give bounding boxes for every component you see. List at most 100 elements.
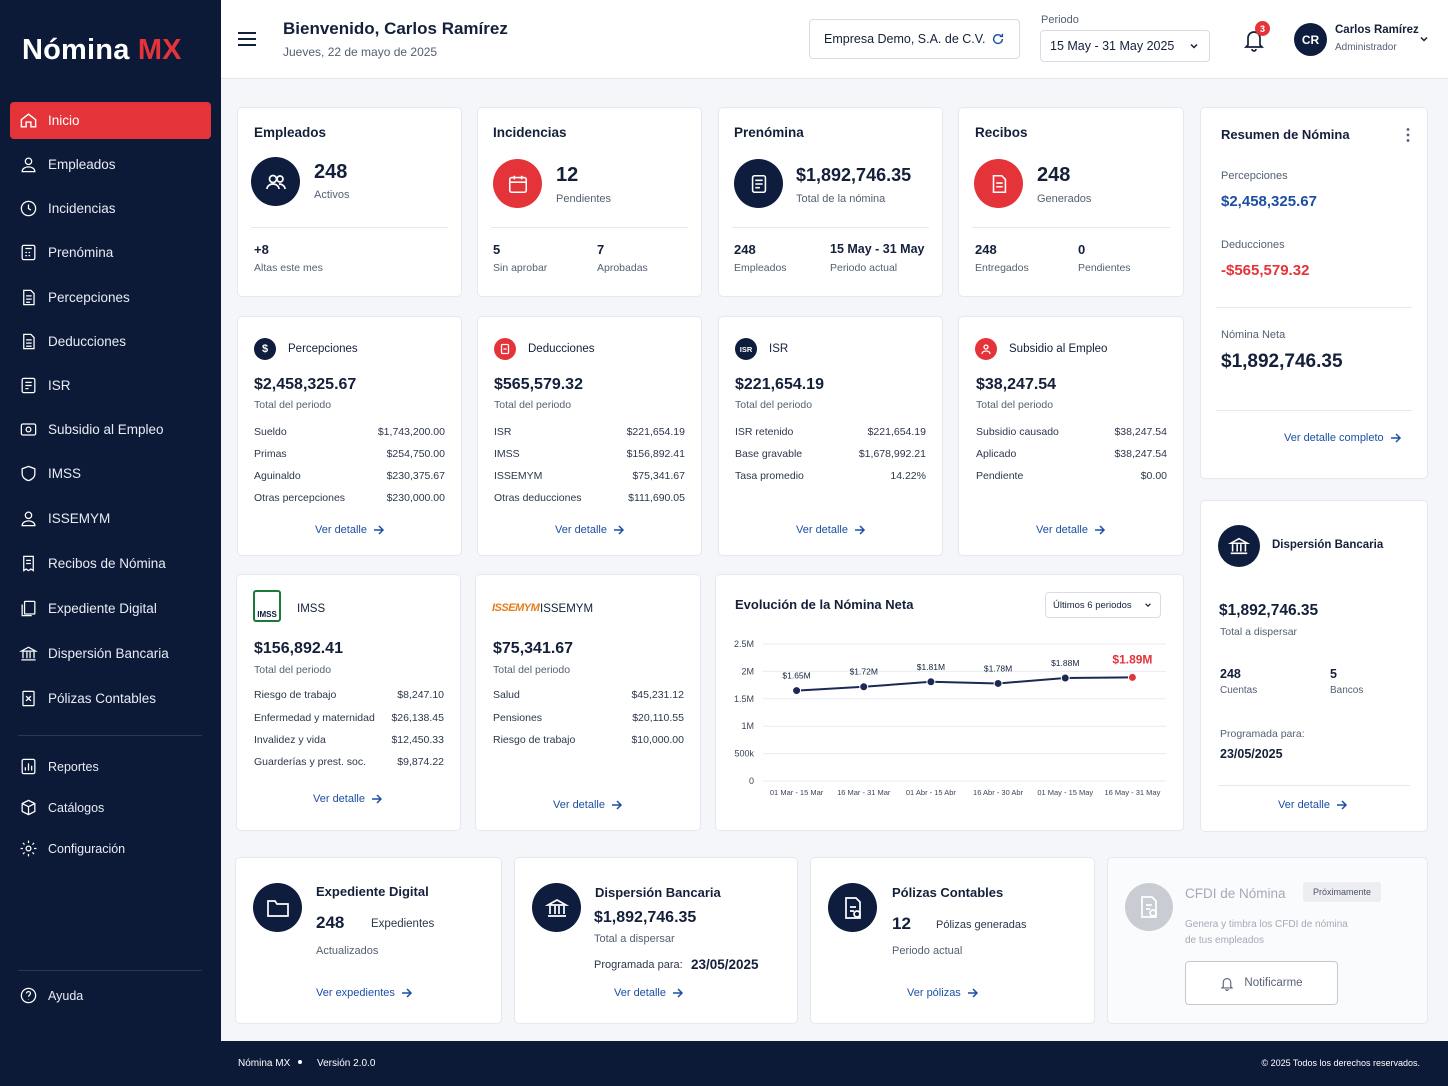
- avatar[interactable]: CR: [1294, 23, 1327, 56]
- row-label: Aguinaldo: [254, 470, 301, 482]
- card-sub: Total del periodo: [254, 664, 332, 676]
- row-value: $75,341.67: [632, 470, 685, 482]
- data-point: [993, 678, 1003, 688]
- menu-icon[interactable]: [237, 30, 257, 48]
- sidebar-item-issemym[interactable]: ISSEMYM: [10, 500, 211, 537]
- chart-period-filter[interactable]: Últimos 6 periodos: [1045, 592, 1161, 618]
- sidebar-item-ayuda[interactable]: Ayuda: [10, 977, 211, 1014]
- shield-icon: [21, 465, 36, 482]
- sidebar-item-expediente[interactable]: Expediente Digital: [10, 590, 211, 627]
- ver-expedientes-link[interactable]: Ver expedientes: [316, 987, 413, 999]
- welcome-title: Bienvenido, Carlos Ramírez: [283, 19, 508, 38]
- sidebar-item-label: Catálogos: [48, 800, 105, 815]
- arrow-right-icon: [1390, 433, 1401, 443]
- sidebar-item-incidencias[interactable]: Incidencias: [10, 190, 211, 227]
- more-options-icon[interactable]: [1405, 127, 1411, 143]
- x-tick-label: 01 Mar - 15 Mar: [770, 788, 824, 797]
- row-label: Pensiones: [493, 712, 543, 724]
- arrow-right-icon: [401, 988, 412, 998]
- notification-badge: 3: [1255, 21, 1270, 36]
- period-selector[interactable]: 15 May - 31 May 2025: [1040, 30, 1210, 62]
- sidebar-item-isr[interactable]: ISR: [10, 367, 211, 404]
- row-label: IMSS: [494, 448, 520, 460]
- data-point: [1060, 673, 1070, 683]
- ver-detalle-link[interactable]: Ver detalle: [315, 524, 385, 536]
- bank-icon: [1218, 525, 1260, 567]
- arrow-right-icon: [611, 800, 623, 810]
- user-menu-chevron-icon[interactable]: [1419, 34, 1429, 44]
- document-minus-icon: [23, 333, 35, 350]
- card-title: Subsidio al Empleo: [1009, 343, 1108, 355]
- coming-soon-badge: Próximamente: [1303, 882, 1382, 902]
- refresh-icon[interactable]: [991, 32, 1005, 46]
- breakdown-row: Aguinaldo $230,375.67: [254, 470, 445, 482]
- sidebar-item-subsidio[interactable]: Subsidio al Empleo: [10, 411, 211, 448]
- sidebar-item-imss[interactable]: IMSS: [10, 455, 211, 492]
- card-divider: [972, 227, 1170, 228]
- data-point: [1127, 672, 1137, 682]
- sidebar-item-percepciones[interactable]: Percepciones: [10, 279, 211, 316]
- help-icon: [20, 987, 37, 1004]
- stat-card-incidencias[interactable]: Incidencias 12 Pendientes 5 Sin aprobar …: [477, 107, 702, 297]
- sidebar-item-label: Expediente Digital: [48, 601, 157, 616]
- card-sub: Total del periodo: [494, 399, 572, 411]
- stat-extra-value: 15 May - 31 May: [830, 242, 925, 256]
- sidebar-item-inicio[interactable]: Inicio: [10, 102, 211, 139]
- calculator-icon: [21, 244, 36, 261]
- breakdown-row: Otras deducciones $111,690.05: [494, 492, 685, 504]
- series-line: [796, 676, 1133, 692]
- ver-detalle-link[interactable]: Ver detalle: [553, 799, 623, 811]
- card-desc: Genera y timbra los CFDI de nómina: [1185, 919, 1348, 930]
- chart-title: Evolución de la Nómina Neta: [735, 597, 914, 612]
- ver-detalle-link[interactable]: Ver detalle: [313, 793, 383, 805]
- ver-detalle-completo-link[interactable]: Ver detalle completo: [1284, 432, 1402, 444]
- ver-detalle-link[interactable]: Ver detalle: [555, 524, 625, 536]
- sidebar-item-label: Incidencias: [48, 201, 116, 216]
- company-selector[interactable]: Empresa Demo, S.A. de C.V.: [809, 19, 1020, 59]
- ver-detalle-link[interactable]: Ver detalle: [796, 524, 866, 536]
- card-sub: Total del periodo: [493, 664, 571, 676]
- isr-badge-icon: ISR: [735, 338, 757, 360]
- sidebar-item-configuracion[interactable]: Configuración: [10, 830, 211, 867]
- sidebar-item-deducciones[interactable]: Deducciones: [10, 323, 211, 360]
- ver-detalle-link[interactable]: Ver detalle: [1036, 524, 1106, 536]
- row-label: Tasa promedio: [735, 470, 804, 482]
- arrow-right-icon: [854, 525, 866, 535]
- stat-card-prenomina[interactable]: Prenómina $1,892,746.35 Total de la nómi…: [718, 107, 943, 297]
- ver-detalle-link[interactable]: Ver detalle: [1278, 799, 1348, 811]
- sidebar-item-catalogos[interactable]: Catálogos: [10, 789, 211, 826]
- sidebar-item-reportes[interactable]: Reportes: [10, 748, 211, 785]
- card-amount: $1,892,746.35: [1219, 602, 1319, 619]
- link-label: Ver detalle: [796, 524, 848, 536]
- stat-sub: Total de la nómina: [796, 193, 886, 205]
- breakdown-row: Base gravable $1,678,992.21: [735, 448, 926, 460]
- card-divider: [491, 227, 688, 228]
- sidebar-item-prenomina[interactable]: Prenómina: [10, 234, 211, 271]
- sidebar-item-polizas[interactable]: Pólizas Contables: [10, 680, 211, 717]
- stat-card-recibos[interactable]: Recibos 248 Generados 248 Entregados 0 P…: [958, 107, 1184, 297]
- card-title: IMSS: [297, 603, 326, 615]
- data-point: [859, 682, 869, 692]
- breakdown-row: Tasa promedio 14.22%: [735, 470, 926, 482]
- user-shield-icon: [21, 511, 36, 527]
- ver-detalle-link[interactable]: Ver detalle: [614, 987, 684, 999]
- card-title: Percepciones: [288, 343, 358, 355]
- notificarme-button[interactable]: Notificarme: [1185, 961, 1338, 1005]
- sidebar-item-empleados[interactable]: Empleados: [10, 146, 211, 183]
- cfdi-document-icon: [1125, 883, 1173, 931]
- ver-polizas-link[interactable]: Ver pólizas: [907, 987, 979, 999]
- sidebar-item-recibos[interactable]: Recibos de Nómina: [10, 545, 211, 582]
- card-title: Dispersión Bancaria: [595, 885, 721, 900]
- card-title: CFDI de Nómina: [1185, 886, 1286, 901]
- files-icon: [21, 600, 36, 617]
- sidebar-item-label: Recibos de Nómina: [48, 556, 166, 571]
- app-logo: Nómina MX: [22, 34, 182, 66]
- resumen-nomina-card: Resumen de Nómina Percepciones $2,458,32…: [1200, 107, 1428, 479]
- link-label: Ver pólizas: [907, 987, 961, 999]
- breakdown-row: Pensiones $20,110.55: [493, 712, 684, 724]
- card-desc: de tus empleados: [1185, 935, 1264, 946]
- sidebar-item-dispersion[interactable]: Dispersión Bancaria: [10, 635, 211, 672]
- stat-card-empleados[interactable]: Empleados 248 Activos +8 Altas este mes: [237, 107, 462, 297]
- breakdown-row: Subsidio causado $38,247.54: [976, 426, 1167, 438]
- breakdown-row: Otras percepciones $230,000.00: [254, 492, 445, 504]
